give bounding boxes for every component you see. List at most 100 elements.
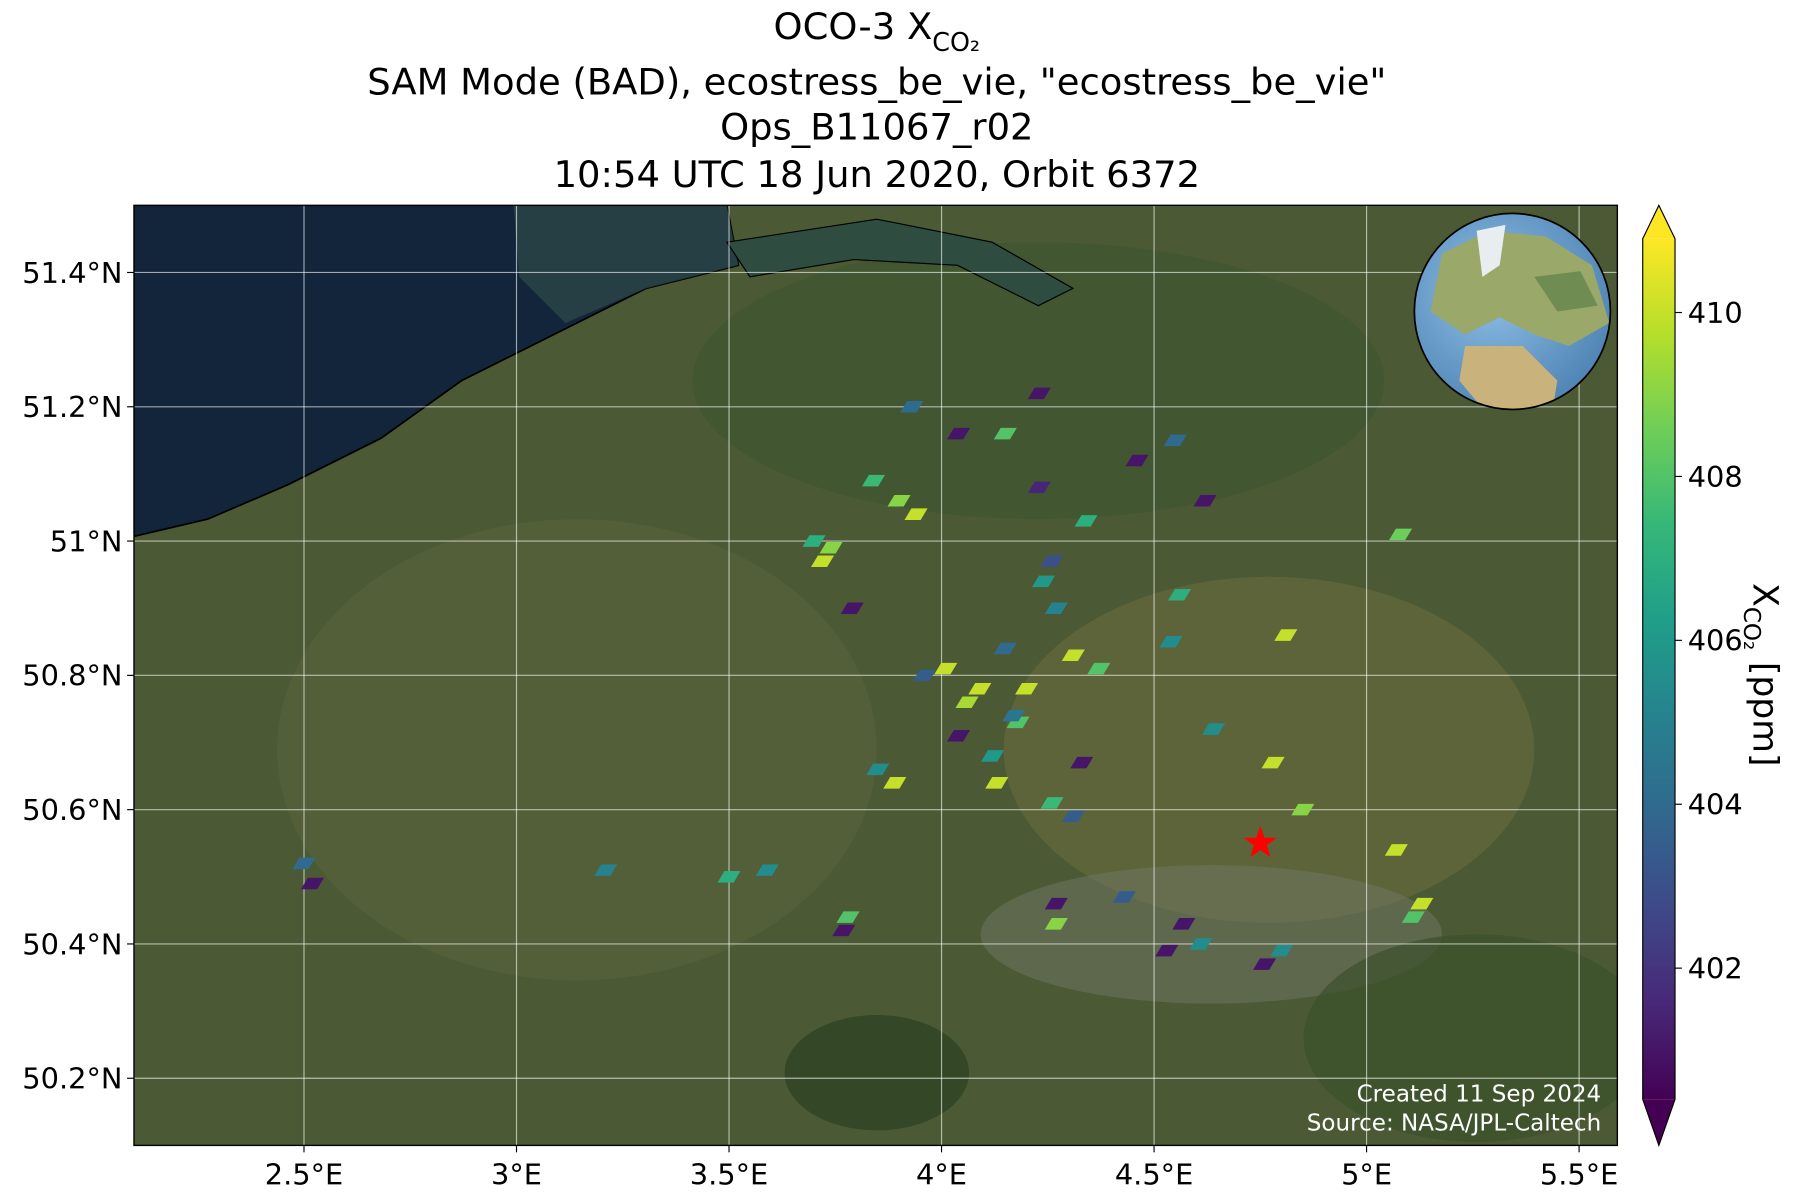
sounding	[1074, 515, 1098, 527]
soundings	[292, 387, 1434, 970]
sounding	[1032, 575, 1056, 588]
sounding	[985, 777, 1009, 789]
credit: Created 11 Sep 2024	[1357, 1082, 1602, 1108]
sounding	[1044, 918, 1068, 930]
colorbar-tick-label: 404	[1688, 788, 1743, 822]
sounding	[1172, 918, 1196, 930]
sounding	[1163, 434, 1187, 447]
title-line: 10:54 UTC 18 Jun 2020, Orbit 6372	[554, 153, 1200, 196]
colorbar: 402 404 406 408 410	[1642, 203, 1743, 1148]
colorbar-tick-label: 410	[1688, 296, 1743, 330]
sounding	[947, 730, 971, 742]
y-tick-label: 51.2°N	[22, 390, 122, 424]
x-tick-label: 4.5°E	[1115, 1158, 1193, 1192]
sounding	[1044, 897, 1068, 910]
sounding	[1125, 454, 1149, 467]
sounding	[1389, 528, 1413, 541]
sounding	[1027, 387, 1051, 400]
sounding	[934, 662, 958, 675]
sounding	[1061, 649, 1085, 661]
colorbar-label-main: X	[1744, 583, 1784, 607]
x-tick-label: 5°E	[1341, 1158, 1392, 1192]
credit: Source: NASA/JPL-Caltech	[1307, 1110, 1601, 1136]
sounding	[1193, 495, 1217, 507]
sounding	[840, 602, 864, 614]
sounding	[1159, 636, 1183, 648]
title-line: Ops_B11067_r02	[720, 106, 1033, 149]
sounding	[913, 669, 937, 682]
y-tick-label: 50.6°N	[22, 793, 122, 827]
sounding	[1040, 555, 1064, 567]
sounding	[1112, 891, 1136, 903]
target-star	[1243, 825, 1277, 858]
colorbar-tick-label: 402	[1688, 952, 1743, 986]
sounding	[1061, 810, 1085, 823]
x-tick-label: 4°E	[916, 1158, 967, 1192]
sounding	[1270, 944, 1294, 957]
sounding	[904, 508, 928, 520]
x-tick-label: 5.5°E	[1540, 1158, 1618, 1192]
sounding	[1044, 602, 1068, 614]
sounding	[802, 535, 826, 547]
x-tick-label: 3°E	[491, 1158, 542, 1192]
colorbar-body	[1642, 238, 1676, 1100]
colorbar-tick-label: 406	[1688, 624, 1743, 658]
colorbar-label: XCO₂ [ppm]	[1738, 583, 1784, 766]
sounding	[755, 864, 779, 876]
colorbar-extend-min	[1642, 1099, 1676, 1146]
sounding	[1410, 897, 1434, 910]
sounding	[1155, 944, 1179, 957]
x-tick-label: 3.5°E	[690, 1158, 768, 1192]
sounding	[993, 427, 1017, 440]
y-tick-label: 51.4°N	[22, 256, 122, 290]
grid	[133, 205, 1618, 1146]
sounding	[832, 924, 856, 937]
sounding	[810, 555, 835, 567]
sounding	[955, 696, 979, 708]
sounding	[1253, 958, 1277, 970]
sounding	[887, 495, 911, 507]
sounding	[1202, 723, 1226, 735]
sounding	[836, 911, 860, 923]
sounding	[1291, 803, 1315, 816]
sounding	[594, 864, 618, 876]
y-tick-label: 50.4°N	[22, 927, 122, 961]
colorbar-frame	[1642, 203, 1676, 1148]
title-line: SAM Mode (BAD), ecostress_be_vie, "ecost…	[367, 61, 1386, 104]
sounding	[1015, 683, 1039, 695]
title-main: OCO-3 X	[774, 5, 933, 48]
y-tick-label: 50.2°N	[22, 1062, 122, 1096]
sounding	[292, 857, 316, 870]
sounding	[862, 474, 886, 487]
sounding	[1274, 629, 1298, 641]
y-tick-label: 50.8°N	[22, 659, 122, 693]
colorbar-label-sub: CO₂	[1738, 607, 1764, 650]
sounding	[981, 750, 1005, 762]
sounding	[1002, 709, 1026, 722]
sounding	[968, 683, 992, 695]
sounding	[1168, 589, 1192, 601]
sounding	[1027, 481, 1051, 494]
sounding	[866, 763, 890, 776]
sounding	[717, 871, 741, 883]
sounding	[947, 427, 971, 440]
chart-title: OCO-3 XCO₂	[774, 5, 981, 57]
colorbar-label-unit: [ppm]	[1744, 662, 1784, 767]
sounding	[819, 542, 843, 554]
sounding	[1401, 911, 1425, 923]
colorbar-tick-label: 408	[1688, 460, 1743, 494]
globe-inset	[1413, 212, 1612, 411]
sounding	[1384, 844, 1408, 856]
sounding	[900, 400, 924, 413]
sounding	[1261, 756, 1285, 769]
title-sub: CO₂	[932, 27, 980, 57]
sounding	[1087, 662, 1111, 675]
sounding	[1070, 756, 1094, 769]
colorbar-extend-max	[1642, 205, 1676, 239]
sounding	[993, 642, 1017, 655]
sounding	[300, 877, 325, 890]
sounding	[883, 777, 907, 789]
x-tick-label: 2.5°E	[265, 1158, 343, 1192]
